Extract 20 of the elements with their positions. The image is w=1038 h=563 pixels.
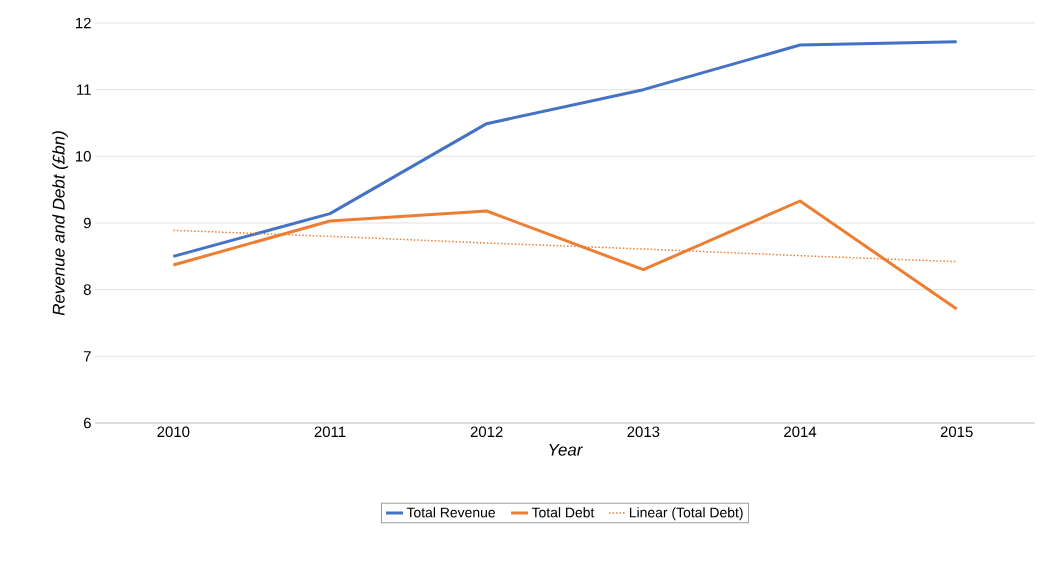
x-tick-label: 2011: [314, 426, 346, 438]
y-tick-label: 12: [76, 17, 91, 29]
y-tick-label: 11: [77, 84, 91, 95]
y-tick-label: 9: [83, 217, 91, 229]
y-tick-label: 8: [83, 284, 91, 295]
y-axis-title: Revenue and Debt (£bn): [52, 131, 69, 316]
y-tick-label: 7: [83, 351, 91, 362]
x-axis-title: Year: [549, 443, 583, 456]
x-tick-label: 2014: [784, 426, 817, 438]
legend-label: Linear (Total Debt): [629, 507, 743, 521]
x-tick-label: 2015: [940, 426, 973, 438]
x-tick-label: 2013: [627, 426, 660, 438]
line-series: [171, 40, 959, 258]
legend-label: Total Debt: [531, 507, 595, 518]
line-series: [171, 199, 959, 311]
legend-label: Total Revenue: [406, 507, 495, 518]
y-tick-label: 6: [83, 417, 91, 429]
y-tick-label: 10: [76, 151, 91, 162]
x-tick-label: 2012: [470, 426, 503, 438]
x-tick-label: 2010: [157, 426, 190, 438]
